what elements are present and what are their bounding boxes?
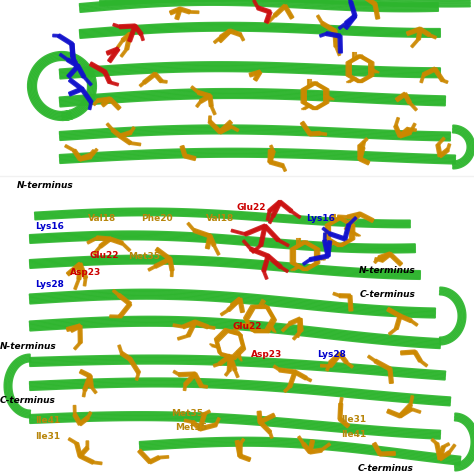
Text: Ile41: Ile41 [341,430,366,438]
Text: Lys16: Lys16 [36,222,64,231]
Text: Ile31: Ile31 [36,432,61,440]
Text: Asp23: Asp23 [70,268,101,276]
Text: Asp23: Asp23 [251,350,283,359]
Text: Glu22: Glu22 [89,252,118,260]
Text: C-terminus: C-terminus [0,396,56,405]
Text: Lys16: Lys16 [306,215,335,223]
Text: Met35: Met35 [128,253,160,261]
Text: Met35: Met35 [175,423,208,432]
Text: N-terminus: N-terminus [359,266,416,274]
Text: Lys28: Lys28 [36,280,64,289]
Text: Ile41: Ile41 [36,417,61,425]
Text: Met35: Met35 [171,409,203,418]
Text: C-terminus: C-terminus [359,291,415,299]
Text: Ile31: Ile31 [341,415,366,423]
Text: Phe20: Phe20 [141,215,173,223]
Text: C-terminus: C-terminus [358,464,414,473]
Text: N-terminus: N-terminus [17,182,73,190]
Text: Lys28: Lys28 [318,350,346,359]
Text: Val18: Val18 [206,215,235,223]
Text: N-terminus: N-terminus [0,342,57,350]
Text: Glu22: Glu22 [236,203,265,212]
Text: Glu22: Glu22 [232,322,262,330]
Text: Val18: Val18 [88,215,116,223]
